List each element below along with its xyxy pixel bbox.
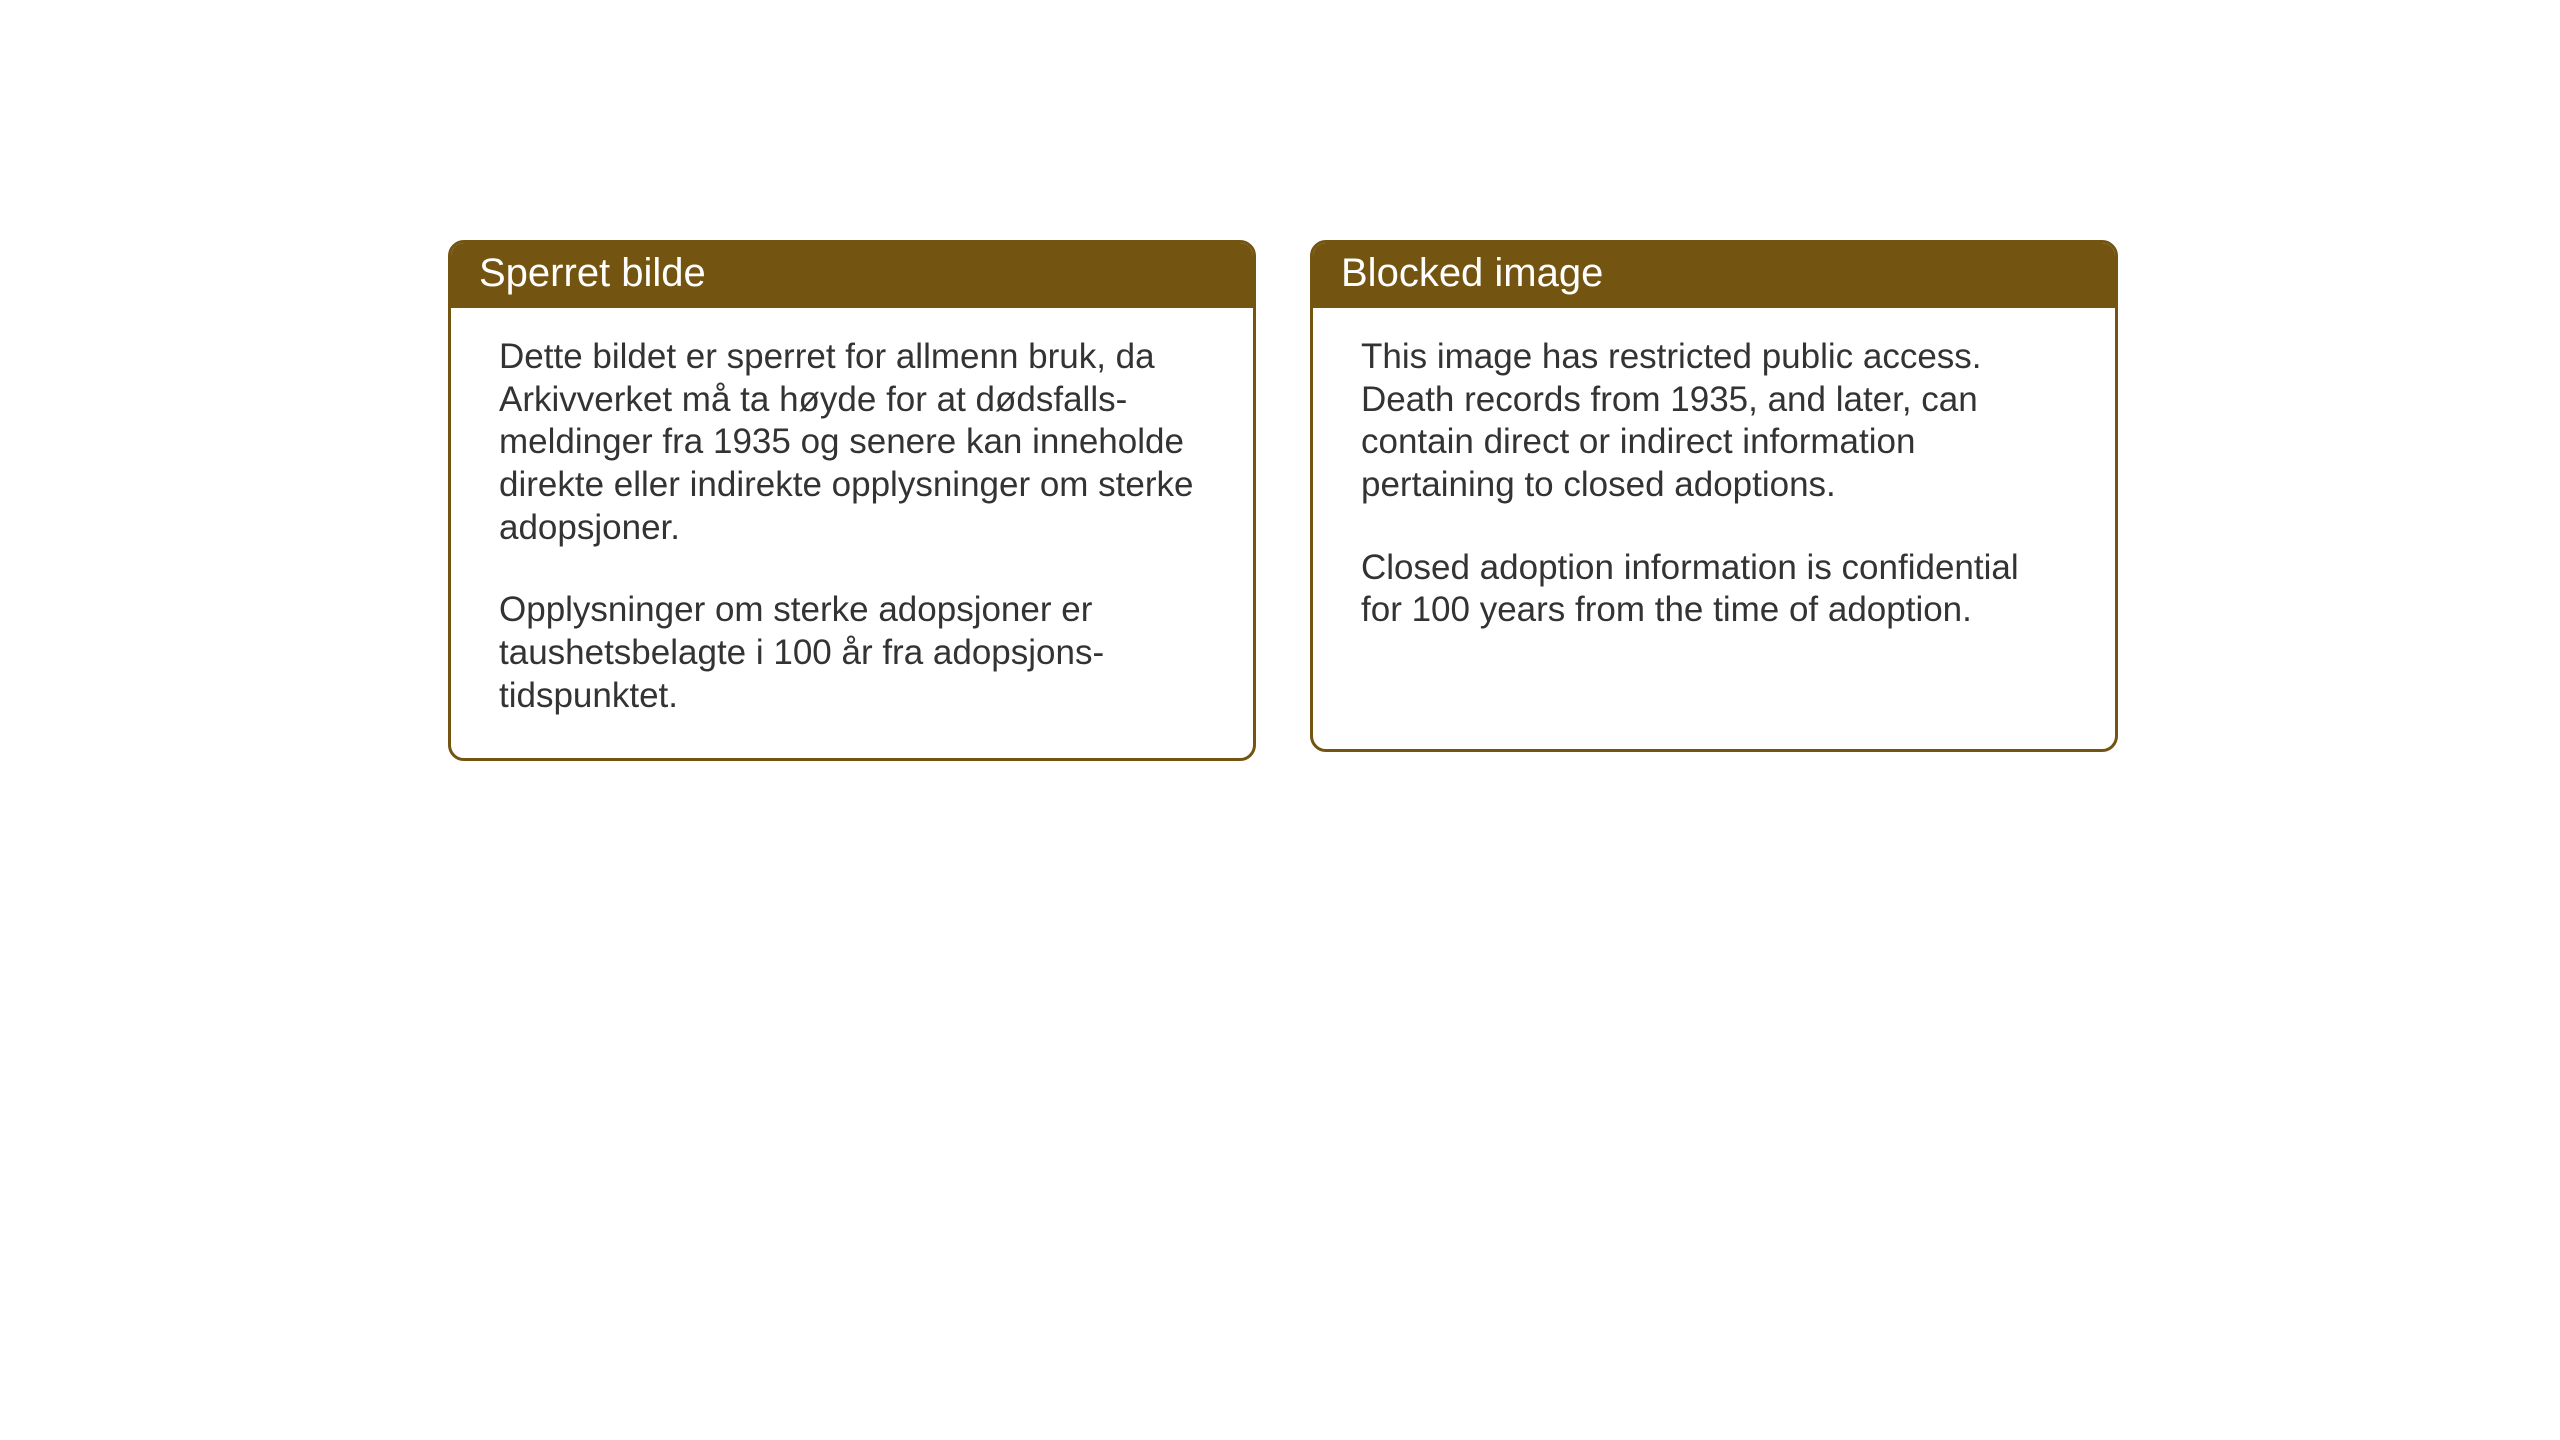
card-paragraph-1-english: This image has restricted public access.…	[1361, 336, 2067, 507]
notice-card-english: Blocked image This image has restricted …	[1310, 240, 2118, 752]
card-title-norwegian: Sperret bilde	[479, 251, 706, 295]
notice-container: Sperret bilde Dette bildet er sperret fo…	[448, 240, 2118, 761]
notice-card-norwegian: Sperret bilde Dette bildet er sperret fo…	[448, 240, 1256, 761]
card-header-english: Blocked image	[1313, 243, 2115, 308]
card-paragraph-2-norwegian: Opplysninger om sterke adopsjoner er tau…	[499, 589, 1205, 717]
card-header-norwegian: Sperret bilde	[451, 243, 1253, 308]
card-paragraph-1-norwegian: Dette bildet er sperret for allmenn bruk…	[499, 336, 1205, 549]
card-body-english: This image has restricted public access.…	[1313, 308, 2115, 672]
card-paragraph-2-english: Closed adoption information is confident…	[1361, 547, 2067, 632]
card-title-english: Blocked image	[1341, 251, 1603, 295]
card-body-norwegian: Dette bildet er sperret for allmenn bruk…	[451, 308, 1253, 758]
